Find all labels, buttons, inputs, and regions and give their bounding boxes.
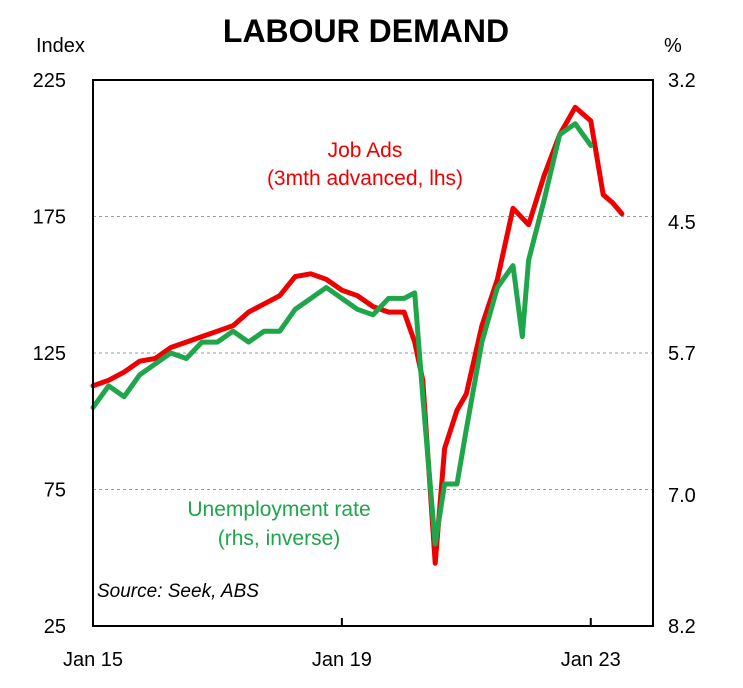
left-axis: 225 175 125 75 25 [33, 70, 66, 638]
left-tick-label-2: 125 [33, 343, 66, 365]
source-note: Source: Seek, ABS [97, 581, 259, 602]
unemployment-rate-line [90, 121, 594, 547]
left-tick-label-1: 175 [33, 207, 66, 229]
left-tick-label-0: 225 [33, 70, 66, 92]
series-layer [90, 104, 625, 566]
unemployment-label-line1: Unemployment rate [187, 498, 370, 521]
left-tick-label-3: 75 [44, 480, 66, 502]
right-tick-label-3: 7.0 [668, 485, 696, 507]
x-tick-label-2: Jan 23 [561, 649, 621, 671]
unemployment-label-line2: (rhs, inverse) [218, 527, 341, 550]
right-tick-label-4: 8.2 [668, 616, 696, 638]
left-axis-unit: Index [36, 35, 85, 57]
right-tick-label-0: 3.2 [668, 70, 696, 92]
x-tick-label-0: Jan 15 [63, 649, 123, 671]
right-tick-label-1: 4.5 [668, 212, 696, 234]
right-axis: 3.2 4.5 5.7 7.0 8.2 [668, 70, 696, 638]
job-ads-label-line2: (3mth advanced, lhs) [267, 167, 463, 190]
right-tick-label-2: 5.7 [668, 343, 696, 365]
x-tick-label-1: Jan 19 [312, 649, 372, 671]
chart-title: LABOUR DEMAND [223, 13, 509, 49]
plot-frame [92, 79, 654, 627]
x-axis: Jan 15 Jan 19 Jan 23 [63, 618, 621, 671]
left-tick-label-4: 25 [44, 616, 66, 638]
right-axis-unit: % [664, 35, 682, 57]
job-ads-label-line1: Job Ads [328, 139, 403, 162]
